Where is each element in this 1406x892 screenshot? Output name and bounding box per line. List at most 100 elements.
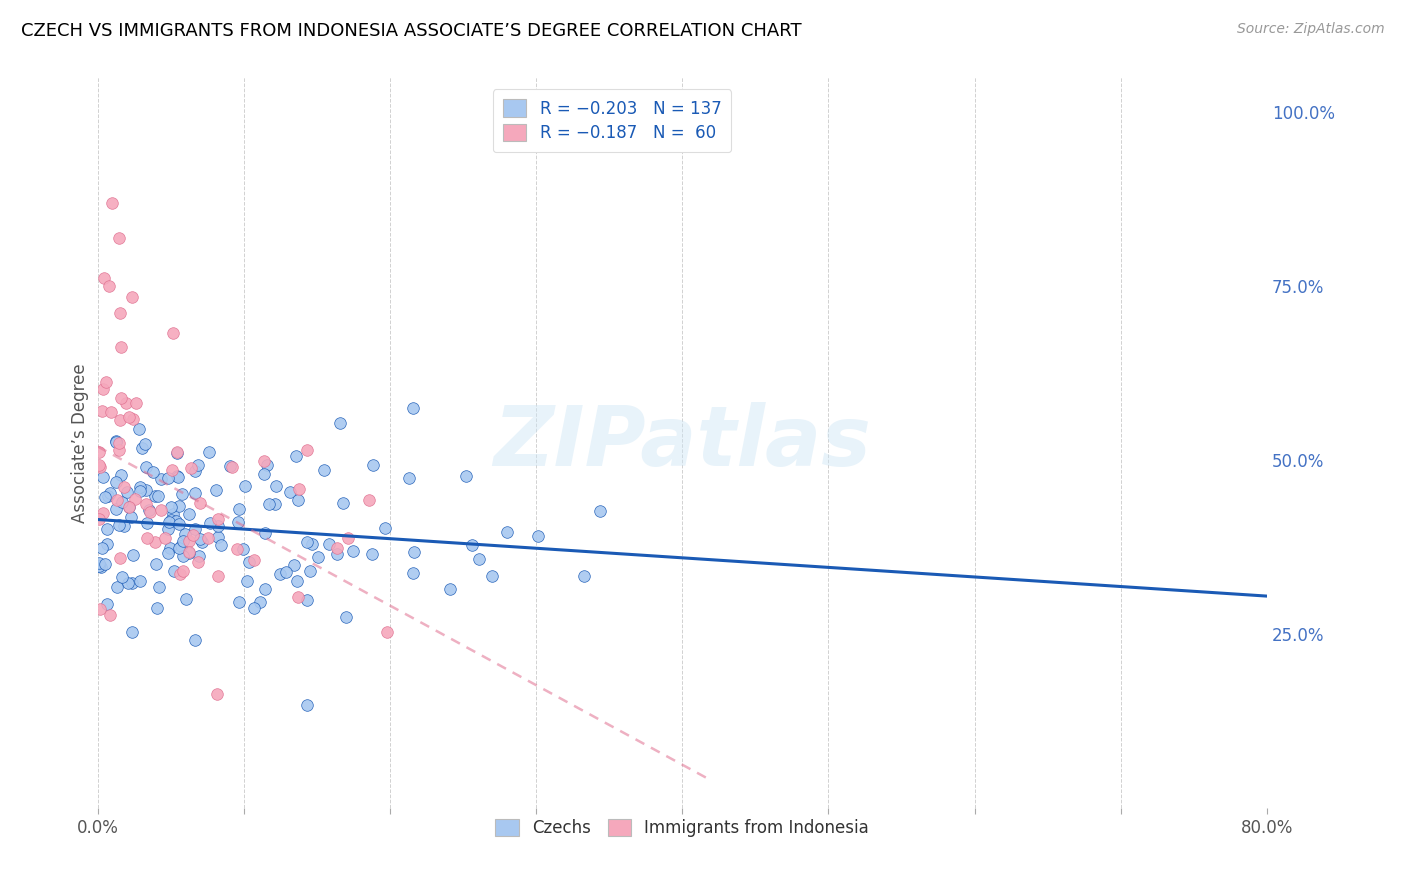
Point <box>91 541 114 556</box>
Point <box>167 470 190 484</box>
Point <box>91 382 114 396</box>
Point <box>184 464 207 478</box>
Point <box>166 446 188 460</box>
Point <box>402 566 425 580</box>
Point <box>115 485 138 500</box>
Point <box>184 486 207 500</box>
Point <box>142 465 165 479</box>
Point <box>204 483 226 498</box>
Point <box>105 435 128 450</box>
Point <box>329 416 352 430</box>
Point <box>160 463 183 477</box>
Point <box>96 537 118 551</box>
Point <box>221 459 243 474</box>
Point <box>143 535 166 549</box>
Point <box>110 392 132 406</box>
Point <box>307 549 329 564</box>
Point <box>179 544 201 558</box>
Point <box>170 487 193 501</box>
Point <box>118 500 141 515</box>
Point <box>342 543 364 558</box>
Point <box>156 471 179 485</box>
Point <box>96 522 118 536</box>
Point <box>228 501 250 516</box>
Text: Source: ZipAtlas.com: Source: ZipAtlas.com <box>1237 22 1385 37</box>
Point <box>243 553 266 567</box>
Point <box>439 582 461 596</box>
Point <box>191 535 214 549</box>
Point <box>150 502 173 516</box>
Point <box>226 542 249 557</box>
Point <box>149 472 172 486</box>
Point <box>496 524 519 539</box>
Point <box>120 510 142 524</box>
Point <box>326 541 349 555</box>
Point <box>117 500 139 514</box>
Point <box>253 526 276 541</box>
Point <box>588 504 610 518</box>
Point <box>139 505 162 519</box>
Point <box>108 436 131 450</box>
Point <box>287 590 309 604</box>
Point <box>159 541 181 556</box>
Point <box>283 558 305 573</box>
Point <box>136 516 159 530</box>
Point <box>96 597 118 611</box>
Point <box>335 610 357 624</box>
Point <box>98 608 121 623</box>
Point <box>118 409 141 424</box>
Point <box>460 538 482 552</box>
Point <box>274 565 297 579</box>
Point <box>187 554 209 568</box>
Point <box>318 537 340 551</box>
Point <box>295 442 318 457</box>
Point <box>121 575 143 590</box>
Point <box>169 540 191 554</box>
Point <box>172 564 194 578</box>
Point <box>177 546 200 560</box>
Point <box>104 475 127 489</box>
Point <box>198 444 221 458</box>
Point <box>135 483 157 497</box>
Point <box>91 404 114 418</box>
Point <box>188 549 211 564</box>
Point <box>180 461 202 475</box>
Point <box>572 569 595 583</box>
Point <box>297 698 319 713</box>
Point <box>110 413 132 427</box>
Point <box>162 507 184 521</box>
Point <box>253 582 276 597</box>
Point <box>326 547 349 561</box>
Point <box>110 467 132 482</box>
Point <box>184 633 207 648</box>
Point <box>332 496 354 510</box>
Point <box>124 492 146 507</box>
Point <box>284 450 307 464</box>
Point <box>94 375 117 389</box>
Text: ZIPatlas: ZIPatlas <box>494 402 872 483</box>
Point <box>87 445 110 459</box>
Point <box>288 482 311 496</box>
Point <box>162 326 184 341</box>
Point <box>91 506 114 520</box>
Point <box>163 565 186 579</box>
Point <box>295 535 318 549</box>
Point <box>89 460 111 475</box>
Point <box>169 566 191 581</box>
Point <box>374 521 396 535</box>
Point <box>129 574 152 589</box>
Point <box>205 687 228 701</box>
Point <box>87 558 110 573</box>
Point <box>184 522 207 536</box>
Point <box>207 569 229 583</box>
Point <box>198 516 221 530</box>
Point <box>298 564 321 578</box>
Point <box>285 574 308 588</box>
Point <box>301 537 323 551</box>
Point <box>148 580 170 594</box>
Point <box>121 549 143 563</box>
Point <box>235 479 257 493</box>
Point <box>166 445 188 459</box>
Point <box>165 514 187 528</box>
Point <box>159 512 181 526</box>
